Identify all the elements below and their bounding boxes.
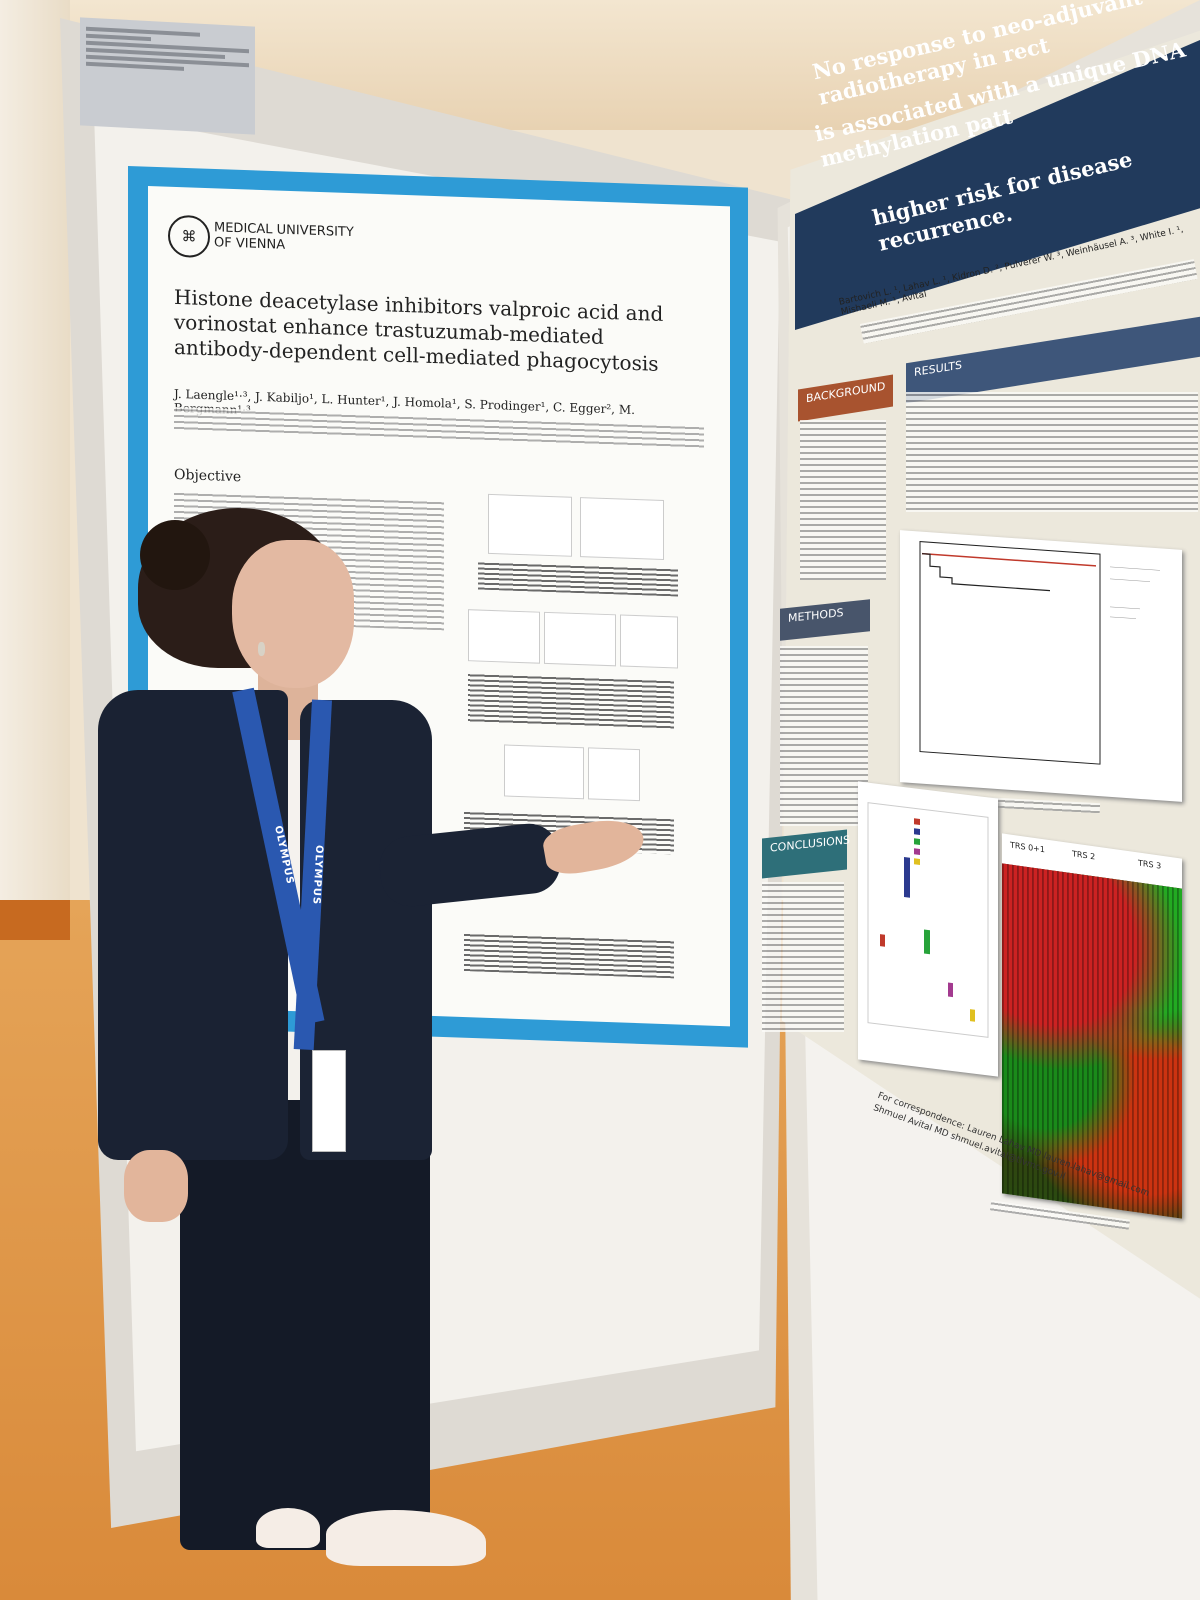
heatmap-label: TRS 0+1 (1010, 840, 1045, 855)
left-wall (0, 0, 70, 940)
methylation-boxplot (867, 802, 989, 1038)
figure-panel (544, 611, 616, 667)
figure-caption (478, 561, 678, 597)
survival-curve-figure (900, 530, 1182, 802)
survival-curve-plot (919, 541, 1160, 765)
figure-caption (464, 933, 674, 979)
floor-strip (0, 900, 70, 940)
results-text (906, 392, 1198, 512)
figure-panel (588, 747, 640, 802)
person-shoe-left (256, 1508, 320, 1548)
earring (258, 642, 265, 656)
person-trousers (180, 1100, 430, 1550)
university-logo-text: MEDICAL UNIVERSITY OF VIENNA (214, 220, 354, 253)
left-poster-objective-heading: Objective (174, 466, 242, 486)
figure-panel (620, 614, 678, 669)
conclusions-text (762, 882, 844, 1032)
methods-text (780, 646, 868, 826)
person-left-hand (124, 1150, 188, 1222)
figure-panel (580, 497, 664, 561)
background-text (800, 420, 886, 580)
figure-panel (488, 493, 572, 557)
person-face (232, 540, 354, 688)
university-logo-icon: ⌘ (168, 214, 210, 259)
figure-panel (468, 609, 540, 664)
person-hair-bun (140, 520, 210, 590)
name-badge (312, 1050, 346, 1152)
figure-caption (468, 673, 674, 731)
left-poster-title: Histone deacetylase inhibitors valproic … (174, 284, 664, 376)
board-label-card (80, 17, 255, 135)
heatmap-label: TRS 2 (1072, 849, 1096, 862)
heatmap-label: TRS 3 (1138, 858, 1162, 871)
figure-panel (504, 744, 584, 800)
person-shoe-right (326, 1510, 486, 1566)
methylation-boxplot-figure (858, 781, 998, 1077)
